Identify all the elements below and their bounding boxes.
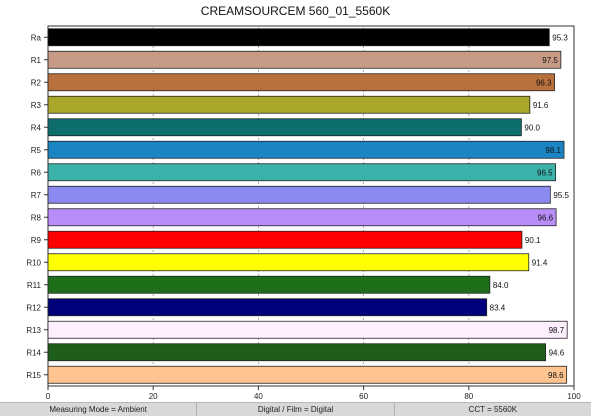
bar-value-label: 95.3 <box>552 33 568 42</box>
status-footer: Measuring Mode = Ambient Digital / Film … <box>0 402 591 416</box>
category-label: R10 <box>26 258 41 267</box>
category-label: Ra <box>31 33 42 42</box>
category-label: R2 <box>31 78 42 87</box>
bar-value-label: 91.4 <box>532 258 548 267</box>
category-label: R11 <box>27 281 42 290</box>
bar <box>47 185 551 204</box>
bar-value-label: 98.6 <box>548 371 564 380</box>
x-tick-label: 100 <box>567 392 581 401</box>
bar <box>47 275 491 294</box>
bar-value-label: 96.3 <box>536 78 552 87</box>
category-label: R6 <box>31 168 42 177</box>
bar-value-label: 97.5 <box>542 56 558 65</box>
chart-title: CREAMSOURCEM 560_01_5560K <box>200 4 391 18</box>
cct-label: CCT = 5560K <box>468 405 518 414</box>
bar <box>47 73 555 92</box>
bar-value-label: 90.0 <box>524 123 540 132</box>
bar-value-label: 91.6 <box>533 101 549 110</box>
bar <box>47 230 523 249</box>
category-label: R4 <box>31 123 42 132</box>
x-tick-label: 80 <box>464 392 473 401</box>
bar-value-label: 98.7 <box>549 326 565 335</box>
category-label: R14 <box>26 348 41 357</box>
bar <box>47 140 565 159</box>
bar <box>47 320 568 339</box>
category-label: R5 <box>31 146 42 155</box>
category-label: R15 <box>26 371 41 380</box>
bar <box>47 28 550 47</box>
x-tick-label: 40 <box>254 392 263 401</box>
bar <box>47 365 568 384</box>
x-tick-label: 0 <box>46 392 51 401</box>
category-label: R9 <box>31 236 42 245</box>
bar <box>47 208 557 227</box>
bar-value-label: 84.0 <box>493 281 509 290</box>
bar-value-label: 95.5 <box>553 191 569 200</box>
bar <box>47 163 556 182</box>
digital-film-label: Digital / Film = Digital <box>197 403 395 416</box>
bar-value-label: 94.6 <box>549 348 565 357</box>
bar-value-label: 96.6 <box>538 213 554 222</box>
x-tick-label: 20 <box>149 392 158 401</box>
category-label: R1 <box>31 56 42 65</box>
category-label: R3 <box>31 101 42 110</box>
bar-value-label: 90.1 <box>525 236 541 245</box>
category-label: R8 <box>31 213 42 222</box>
x-tick-label: 60 <box>359 392 368 401</box>
bar-value-label: 83.4 <box>490 303 506 312</box>
bar-value-label: 98.1 <box>545 146 561 155</box>
bar <box>47 253 530 272</box>
category-label: R12 <box>26 303 41 312</box>
bar <box>47 50 562 69</box>
bar <box>47 95 531 114</box>
bar-value-label: 96.5 <box>537 168 553 177</box>
bar <box>47 343 546 362</box>
bar-chart: 0 20 40 60 80 100 Ra 95.3 R1 97.5 R2 96.3 R3 91.6 R4 90… <box>26 25 581 401</box>
bar <box>47 118 522 137</box>
measuring-mode-label: Measuring Mode = Ambient <box>0 403 198 416</box>
category-label: R7 <box>31 191 42 200</box>
bar <box>47 298 488 317</box>
category-label: R13 <box>26 326 41 335</box>
